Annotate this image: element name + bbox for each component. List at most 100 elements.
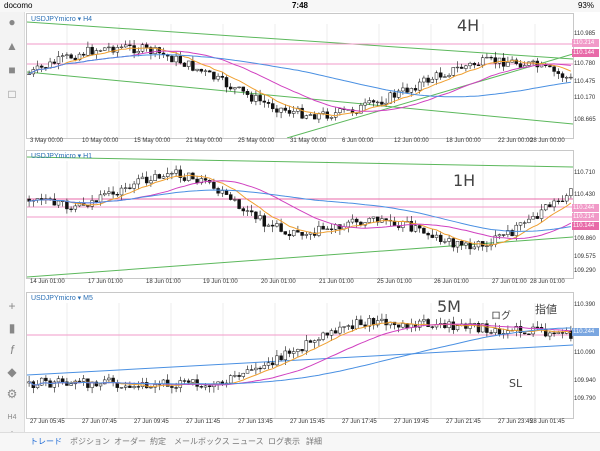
time-label: 27 Jun 21:45 <box>446 419 481 425</box>
price-axis-h4: 110.985 110.780 110.475 110.170 108.665 … <box>572 13 600 137</box>
candle <box>60 378 65 383</box>
candle <box>518 63 523 68</box>
moving-average-line <box>28 321 572 388</box>
function-icon[interactable]: f <box>10 343 14 357</box>
price-tag: 110.244 <box>572 204 599 212</box>
candle <box>207 70 212 73</box>
price-tag: 110.144 <box>572 222 599 230</box>
candle <box>396 324 401 328</box>
candle <box>321 111 325 114</box>
time-label: 12 Jun 00:00 <box>394 138 429 144</box>
candle <box>191 379 195 383</box>
candle <box>350 218 355 223</box>
candle <box>485 56 489 59</box>
candle <box>354 319 359 329</box>
candle <box>279 223 283 232</box>
crosshair-icon[interactable]: + <box>8 299 16 313</box>
timeframe-button[interactable]: H4 <box>7 414 17 421</box>
objects-icon[interactable]: ◆ <box>7 365 17 379</box>
chart-panel-m5[interactable]: USDJPYmicro ▾ M5 5M ログ 指値 SL <box>26 292 574 419</box>
candle <box>426 232 430 236</box>
candle <box>56 378 61 383</box>
bottom-tab-bar: トレード ポジション オーダー 約定 メールボックス ニュース ログ表示 詳細 <box>0 432 600 451</box>
panel-title: USDJPYmicro ▾ M5 <box>31 295 93 302</box>
candle <box>245 210 250 212</box>
tab-news[interactable]: ニュース <box>232 437 264 446</box>
candle <box>65 54 69 56</box>
candle <box>90 46 94 55</box>
price-tick: 110.475 <box>574 79 596 85</box>
candle <box>258 367 262 370</box>
time-label: 28 Jun 00:00 <box>530 138 565 144</box>
candle <box>216 75 220 80</box>
candle <box>367 100 372 104</box>
candle <box>44 67 48 69</box>
candle <box>417 225 422 229</box>
candle <box>56 56 61 64</box>
candle <box>123 187 128 189</box>
candle <box>405 87 409 93</box>
candle <box>430 234 435 238</box>
chat-icon[interactable]: ■ <box>8 63 16 77</box>
candle <box>451 238 456 248</box>
candle <box>107 191 111 194</box>
candle <box>149 47 153 54</box>
candle <box>325 228 330 230</box>
candle <box>569 76 573 79</box>
document-icon[interactable]: □ <box>8 87 16 101</box>
candle <box>262 100 267 103</box>
candle <box>102 47 107 51</box>
candle <box>438 234 443 242</box>
person-add-icon[interactable]: ▲ <box>6 39 18 53</box>
tab-details[interactable]: 詳細 <box>306 437 322 446</box>
candle <box>65 381 69 386</box>
time-label: 27 Jun 15:45 <box>290 419 325 425</box>
chart-canvas-m5[interactable] <box>27 293 573 418</box>
candle <box>338 108 342 113</box>
time-label: 14 Jun 01:00 <box>30 279 65 285</box>
tab-mailbox[interactable]: メールボックス <box>174 437 230 446</box>
person-icon[interactable]: ● <box>8 15 16 29</box>
candle <box>409 221 414 232</box>
trend-line <box>27 21 573 60</box>
candle <box>321 225 325 230</box>
candle <box>241 208 246 212</box>
candle <box>556 200 561 202</box>
time-label: 10 May 00:00 <box>82 138 119 144</box>
candle <box>527 218 531 223</box>
candle <box>174 169 178 174</box>
candle <box>501 234 506 236</box>
handwritten-order-note: ログ <box>491 311 511 322</box>
candle <box>275 108 279 113</box>
price-tag: 110.214 <box>572 213 599 221</box>
chart-panel-h4[interactable]: USDJPYmicro ▾ H4 4H <box>26 13 574 139</box>
candle <box>443 323 447 328</box>
candle-icon[interactable]: ▮ <box>8 321 16 335</box>
candle <box>73 205 78 210</box>
chart-canvas-h1[interactable] <box>27 151 573 278</box>
candle <box>128 44 132 46</box>
candle <box>443 241 447 243</box>
tab-orders[interactable]: オーダー <box>114 437 146 446</box>
candle <box>472 62 477 66</box>
candle <box>283 107 288 111</box>
candle <box>94 200 99 203</box>
time-label: 27 Jun 05:45 <box>30 419 65 425</box>
tab-log[interactable]: ログ表示 <box>268 437 300 446</box>
candle <box>338 326 342 334</box>
candle <box>203 385 208 388</box>
candle <box>304 115 309 119</box>
tab-positions[interactable]: ポジション <box>70 437 110 446</box>
candle <box>300 107 304 119</box>
candle <box>178 55 183 64</box>
settings-icon[interactable]: ⚙ <box>6 387 18 401</box>
candle <box>237 86 241 89</box>
candle <box>254 211 258 220</box>
candle <box>107 46 111 49</box>
candle <box>52 61 57 64</box>
candle <box>27 198 31 202</box>
tab-executions[interactable]: 約定 <box>150 437 166 446</box>
tab-trade[interactable]: トレード <box>30 437 62 446</box>
chart-panel-h1[interactable]: USDJPYmicro ▾ H1 1H <box>26 150 574 279</box>
chart-canvas-h4[interactable] <box>27 14 573 138</box>
